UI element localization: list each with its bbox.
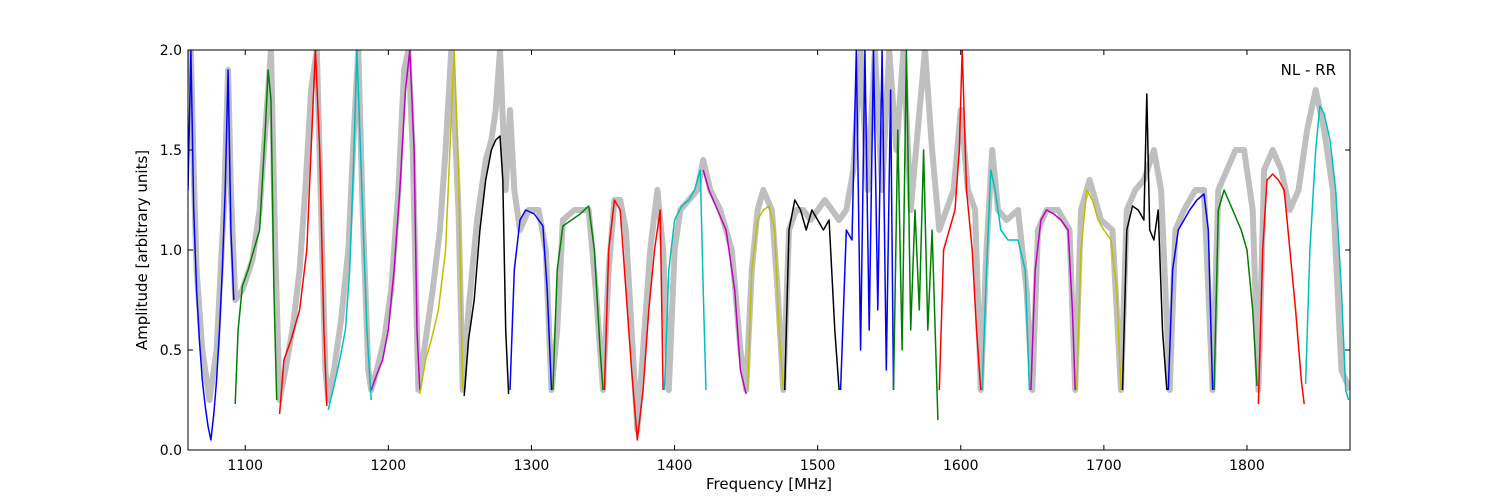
series-line-10 bbox=[603, 199, 664, 441]
background-series-line bbox=[188, 50, 1350, 433]
x-tick-label: 1200 bbox=[371, 458, 407, 474]
series-line-1 bbox=[188, 50, 235, 441]
series-line-25 bbox=[1304, 105, 1350, 401]
background-series-layer bbox=[188, 50, 1350, 433]
series-line-18 bbox=[981, 169, 1031, 391]
series-line-2 bbox=[234, 69, 278, 405]
x-axis: 1100 1200 1300 1400 1500 1600 1700 1800 bbox=[227, 50, 1265, 474]
series-line-3 bbox=[278, 50, 328, 415]
series-line-7 bbox=[463, 135, 510, 397]
x-axis-label: Frequency [MHz] bbox=[706, 475, 832, 493]
series-line-20 bbox=[1075, 189, 1122, 391]
series-line-13 bbox=[746, 205, 785, 391]
y-tick-label: 0.0 bbox=[160, 443, 182, 459]
y-axis-label: Amplitude [arbitrary units] bbox=[133, 150, 151, 350]
x-tick-label: 1300 bbox=[514, 458, 550, 474]
x-tick-label: 1400 bbox=[657, 458, 693, 474]
series-line-4 bbox=[327, 50, 372, 411]
y-tick-label: 0.5 bbox=[160, 343, 182, 359]
series-line-9 bbox=[552, 205, 604, 391]
x-tick-label: 1600 bbox=[943, 458, 979, 474]
series-line-22 bbox=[1167, 193, 1214, 391]
series-line-23 bbox=[1213, 189, 1258, 391]
series-line-6 bbox=[419, 50, 464, 395]
series-line-5 bbox=[370, 50, 421, 391]
chart-annotation: NL - RR bbox=[1281, 61, 1336, 79]
x-tick-label: 1700 bbox=[1086, 458, 1122, 474]
x-tick-label: 1500 bbox=[800, 458, 836, 474]
x-tick-label: 1800 bbox=[1229, 458, 1265, 474]
series-line-21 bbox=[1121, 93, 1168, 391]
series-layer bbox=[188, 50, 1350, 441]
series-line-12 bbox=[702, 169, 747, 395]
series-line-8 bbox=[509, 209, 553, 391]
y-tick-label: 2.0 bbox=[160, 43, 182, 59]
series-line-16 bbox=[892, 50, 939, 421]
y-tick-label: 1.5 bbox=[160, 143, 182, 159]
x-tick-label: 1100 bbox=[227, 458, 263, 474]
series-line-15 bbox=[839, 50, 895, 391]
series-line-14 bbox=[783, 199, 840, 391]
series-line-11 bbox=[663, 169, 707, 391]
y-axis: 0.0 0.5 1.0 1.5 2.0 bbox=[160, 43, 1350, 459]
series-line-24 bbox=[1257, 173, 1305, 405]
y-tick-label: 1.0 bbox=[160, 243, 182, 259]
series-line-19 bbox=[1030, 209, 1076, 391]
series-line-17 bbox=[938, 50, 982, 391]
